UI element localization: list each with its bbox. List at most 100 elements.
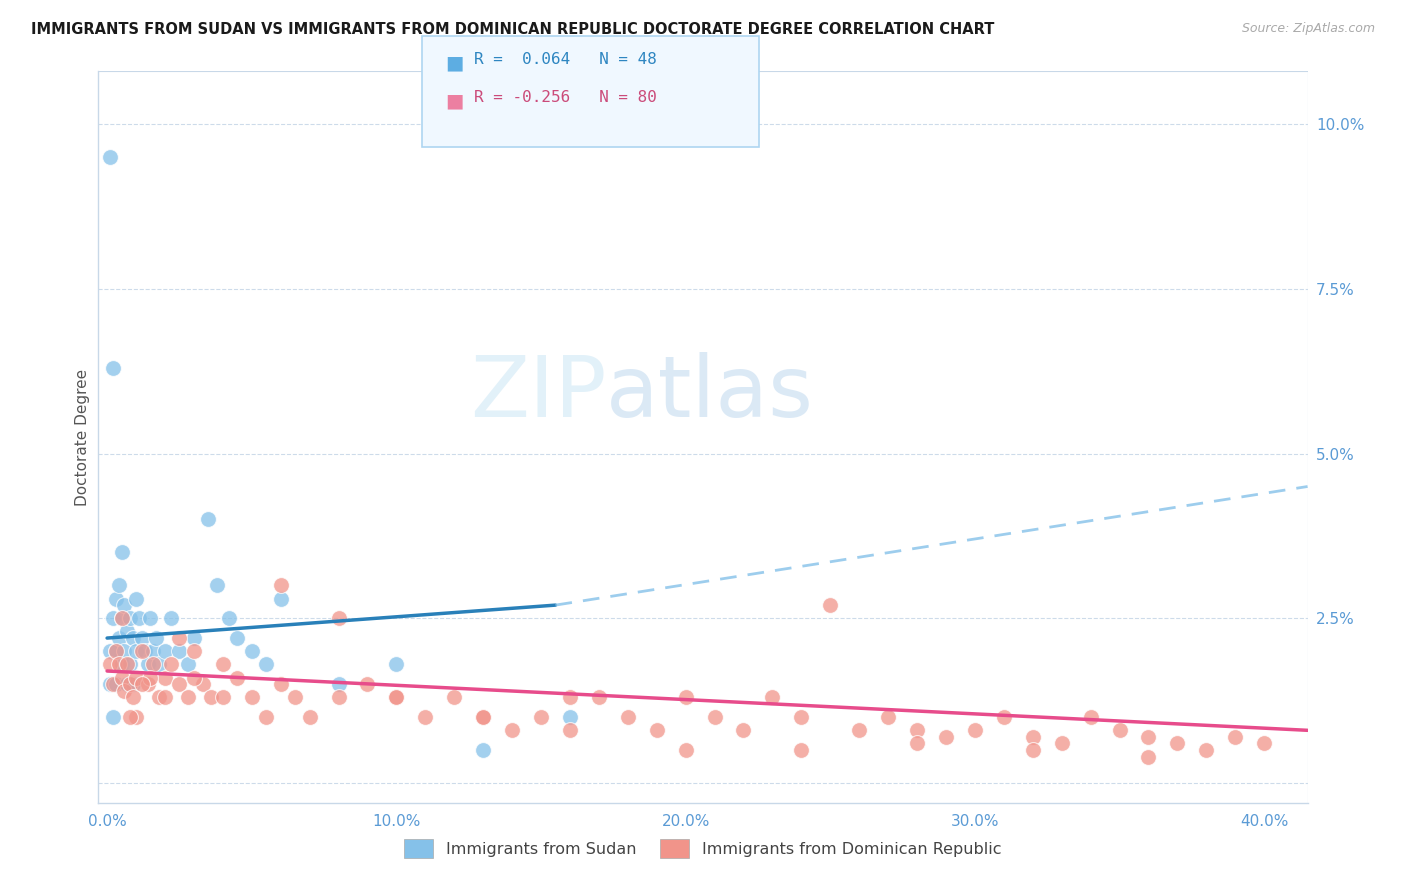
Point [153, 690, 176, 705]
Point [284, 690, 307, 705]
Point [298, 710, 321, 724]
Point [963, 723, 986, 738]
Point [107, 657, 129, 672]
Legend: Immigrants from Sudan, Immigrants from Dominican Republic: Immigrants from Sudan, Immigrants from D… [398, 833, 1008, 864]
Point [413, 710, 436, 724]
Point [110, 657, 132, 672]
Point [790, 743, 813, 757]
Point [211, 690, 233, 705]
Point [205, 578, 228, 592]
Point [125, 710, 148, 724]
Point [1022, 730, 1045, 744]
Point [159, 611, 181, 625]
Point [101, 360, 124, 375]
Point [254, 710, 277, 724]
Point [114, 598, 136, 612]
Point [117, 677, 139, 691]
Point [122, 631, 145, 645]
Point [270, 677, 292, 691]
Point [1166, 737, 1188, 751]
Point [169, 677, 191, 691]
Text: ■: ■ [446, 92, 464, 111]
Point [588, 690, 610, 705]
Point [1137, 749, 1160, 764]
Point [935, 730, 957, 744]
Point [104, 591, 127, 606]
Point [558, 710, 581, 724]
Point [114, 683, 136, 698]
Point [183, 671, 205, 685]
Point [110, 611, 132, 625]
Point [617, 710, 640, 724]
Point [148, 690, 170, 705]
Point [136, 657, 159, 672]
Point [104, 644, 127, 658]
Point [218, 611, 240, 625]
Point [148, 657, 170, 672]
Point [645, 723, 668, 738]
Text: ■: ■ [446, 54, 464, 72]
Point [254, 657, 277, 672]
Point [703, 710, 725, 724]
Point [120, 677, 142, 691]
Point [120, 710, 142, 724]
Point [848, 723, 870, 738]
Point [110, 671, 132, 685]
Point [1253, 737, 1275, 751]
Text: ZIP: ZIP [470, 351, 606, 434]
Point [139, 671, 162, 685]
Point [211, 657, 233, 672]
Point [131, 644, 153, 658]
Point [153, 644, 176, 658]
Point [226, 631, 249, 645]
Point [270, 591, 292, 606]
Point [131, 677, 153, 691]
Point [122, 677, 145, 691]
Point [790, 710, 813, 724]
Point [177, 657, 200, 672]
Point [356, 677, 378, 691]
Point [558, 723, 581, 738]
Point [1195, 743, 1218, 757]
Point [240, 644, 263, 658]
Point [1137, 730, 1160, 744]
Point [183, 644, 205, 658]
Point [110, 611, 132, 625]
Point [142, 644, 165, 658]
Point [125, 671, 148, 685]
Point [177, 690, 200, 705]
Point [443, 690, 465, 705]
Point [328, 611, 350, 625]
Point [558, 690, 581, 705]
Point [98, 644, 121, 658]
Text: R = -0.256   N = 80: R = -0.256 N = 80 [474, 90, 657, 105]
Point [98, 677, 121, 691]
Point [385, 657, 408, 672]
Point [675, 743, 697, 757]
Point [472, 710, 495, 724]
Point [125, 644, 148, 658]
Point [472, 710, 495, 724]
Point [733, 723, 755, 738]
Point [125, 591, 148, 606]
Point [104, 677, 127, 691]
Point [110, 545, 132, 559]
Point [98, 150, 121, 164]
Point [117, 657, 139, 672]
Point [169, 644, 191, 658]
Point [139, 611, 162, 625]
Point [107, 631, 129, 645]
Point [101, 710, 124, 724]
Point [197, 512, 219, 526]
Point [101, 677, 124, 691]
Point [120, 611, 142, 625]
Point [905, 737, 928, 751]
Point [328, 677, 350, 691]
Point [169, 631, 191, 645]
Point [191, 677, 214, 691]
Point [675, 690, 697, 705]
Point [107, 578, 129, 592]
Point [104, 644, 127, 658]
Point [114, 644, 136, 658]
Point [1080, 710, 1102, 724]
